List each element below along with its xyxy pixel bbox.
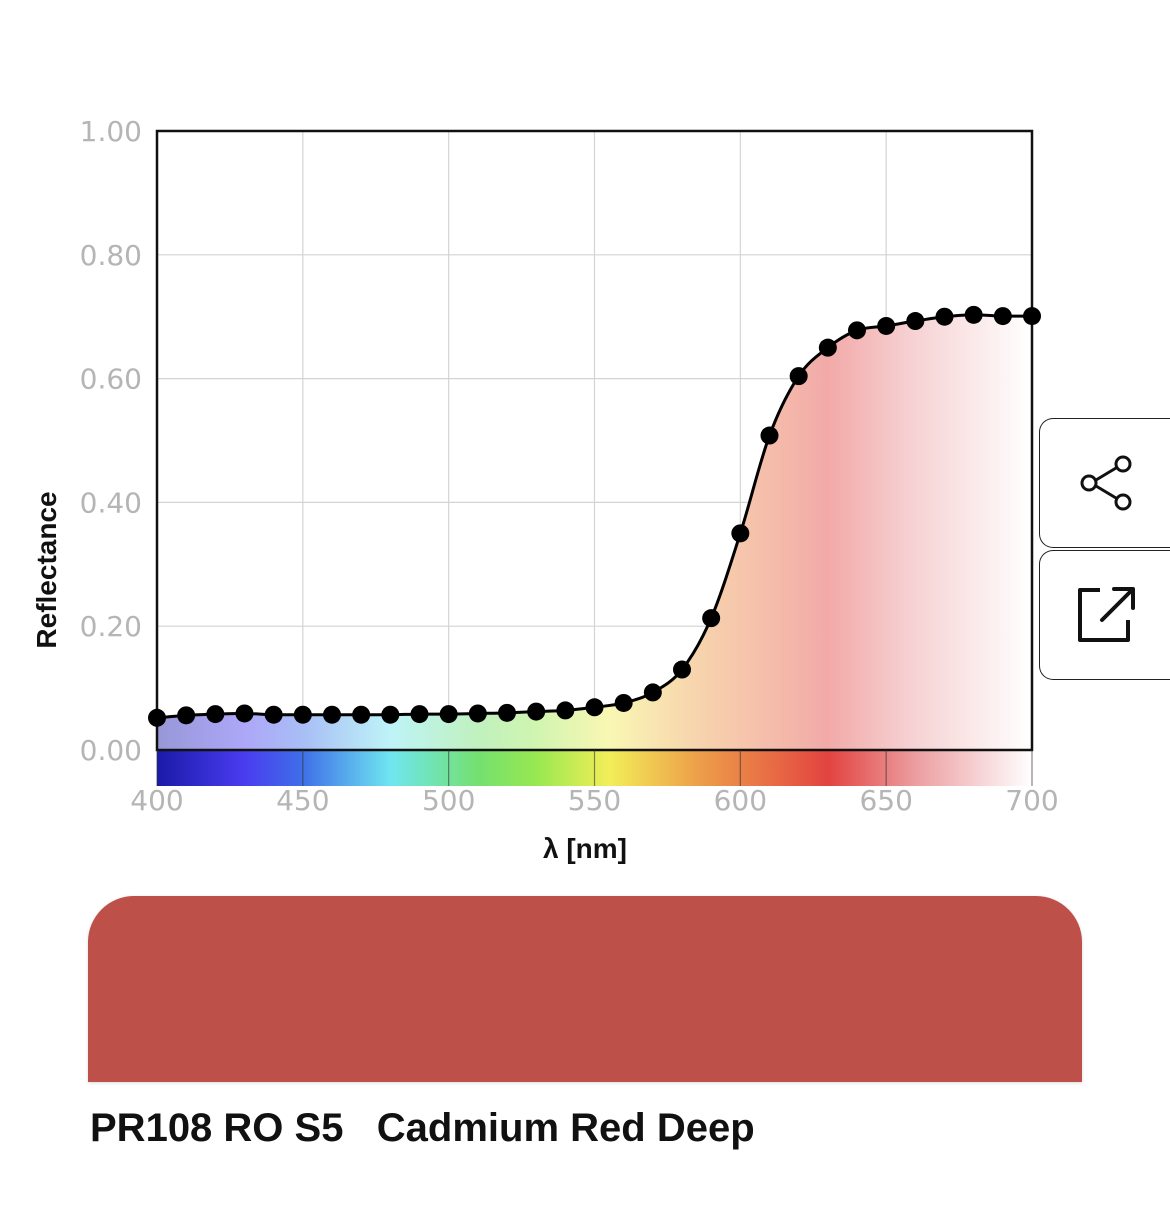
x-tick-label: 450 bbox=[276, 784, 329, 817]
data-point bbox=[993, 307, 1012, 326]
data-point bbox=[789, 367, 808, 386]
y-tick-label: 0.00 bbox=[80, 734, 142, 767]
data-point bbox=[439, 705, 458, 724]
x-tick-label: 500 bbox=[422, 784, 475, 817]
area-fade bbox=[157, 314, 1032, 750]
data-point bbox=[177, 706, 196, 725]
y-tick-label: 0.40 bbox=[80, 486, 142, 519]
pigment-info: PR108 RO S5 Cadmium Red Deep bbox=[90, 1106, 755, 1150]
data-point bbox=[381, 705, 400, 724]
y-tick-label: 0.80 bbox=[80, 239, 142, 272]
data-point bbox=[818, 338, 837, 357]
share-icon bbox=[1080, 455, 1131, 511]
x-tick-label: 700 bbox=[1005, 784, 1058, 817]
x-axis-label: λ [nm] bbox=[543, 833, 627, 864]
data-point bbox=[206, 705, 225, 724]
share-button[interactable] bbox=[1039, 418, 1170, 548]
x-tick-label: 650 bbox=[859, 784, 912, 817]
data-point bbox=[293, 705, 312, 724]
data-point bbox=[148, 708, 166, 727]
data-point bbox=[614, 693, 633, 712]
y-axis-label: Reflectance bbox=[31, 491, 62, 648]
data-point bbox=[877, 316, 896, 335]
data-point bbox=[323, 705, 341, 724]
data-point bbox=[935, 307, 954, 326]
x-tick-label: 600 bbox=[714, 784, 767, 817]
data-point bbox=[906, 312, 925, 331]
y-tick-label: 0.20 bbox=[80, 610, 142, 643]
data-point bbox=[410, 705, 429, 724]
open-external-button[interactable] bbox=[1039, 550, 1170, 680]
data-point bbox=[352, 705, 371, 724]
x-tick-label: 400 bbox=[130, 784, 183, 817]
data-point bbox=[468, 704, 487, 723]
data-point bbox=[702, 609, 721, 628]
data-point bbox=[585, 698, 604, 717]
reflectance-chart: 400 450 500 550 600 650 700 0.00 0.20 0.40 0.60 0.… bbox=[31, 115, 1059, 864]
data-point bbox=[848, 321, 866, 340]
data-point bbox=[235, 704, 254, 723]
y-tick-label: 1.00 bbox=[80, 115, 142, 148]
external-link-icon bbox=[1077, 587, 1135, 642]
data-point bbox=[731, 524, 750, 543]
data-point bbox=[527, 702, 546, 721]
data-point bbox=[556, 701, 575, 720]
data-point bbox=[1023, 307, 1041, 326]
data-point bbox=[673, 660, 691, 679]
data-point bbox=[760, 426, 779, 445]
data-point bbox=[264, 705, 283, 724]
data-point bbox=[643, 683, 662, 702]
color-swatch bbox=[88, 896, 1082, 1082]
data-point bbox=[964, 305, 983, 324]
x-tick-label: 550 bbox=[568, 784, 621, 817]
data-point bbox=[498, 703, 516, 722]
spectrum-area bbox=[157, 314, 1032, 750]
y-tick-label: 0.60 bbox=[80, 363, 142, 396]
